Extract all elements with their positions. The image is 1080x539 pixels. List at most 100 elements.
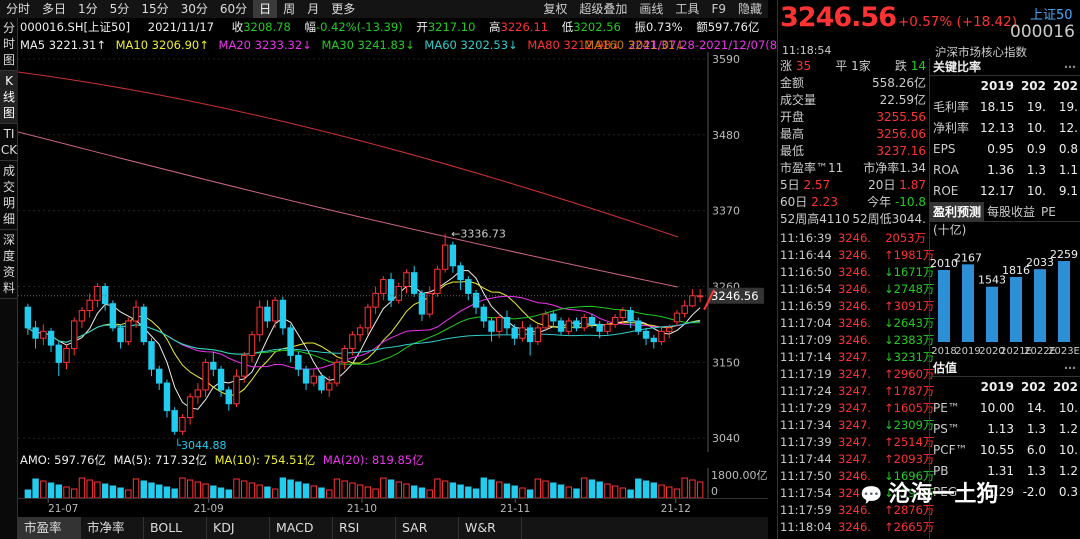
volume-chart[interactable]: 1800.00亿 0 — [18, 468, 768, 498]
row-value: 1.36 — [987, 163, 1014, 177]
trade-time: 11:16:50 — [780, 265, 832, 279]
indicator-tab-1[interactable]: 市净率 — [81, 517, 144, 539]
period-tab-10[interactable]: 更多 — [331, 2, 356, 16]
trade-row: 11:17:54 3246. ↓2297万 — [780, 485, 934, 502]
row-value: 10. — [1058, 443, 1078, 457]
x-tick-label: 21-12 — [661, 503, 691, 515]
candle-body — [271, 299, 279, 322]
more-icon[interactable]: ⋯ — [1064, 60, 1076, 74]
amp-label: 幅 — [304, 20, 316, 34]
candlestick-chart[interactable]: 359034803370326031503040←3336.73└3044.88… — [18, 52, 768, 452]
profit-bar-label: 2010 — [930, 257, 958, 270]
toolbar-tool-3[interactable]: 工具 — [675, 2, 700, 16]
stats-block: 涨 35 平 1家 跌 14 金额 558.26亿 成交量 22.59亿 开盘 325… — [780, 58, 926, 228]
profit-bar — [1058, 261, 1070, 342]
left-tab-3[interactable]: 成交明细 — [0, 161, 18, 230]
ma30-legend: MA30 3241.83↓ — [321, 38, 415, 52]
toolbar-tool-0[interactable]: 复权 — [543, 2, 568, 16]
candle-body — [163, 382, 171, 412]
period-tab-0[interactable]: 分时 — [6, 2, 31, 16]
left-tab-0[interactable]: 分时图 — [0, 18, 18, 71]
profit-tab-0[interactable]: 盈利预测 — [930, 202, 985, 221]
toolbar-tool-2[interactable]: 画线 — [639, 2, 664, 16]
period-tab-3[interactable]: 5分 — [109, 2, 130, 16]
volume-bar — [534, 478, 542, 498]
period-tab-7[interactable]: 日 — [253, 0, 278, 18]
index-name[interactable]: 上证50 — [1030, 8, 1073, 23]
period-tab-9[interactable]: 月 — [307, 2, 320, 16]
indicator-tab-3[interactable]: KDJ — [207, 517, 270, 539]
indicator-tab-0[interactable]: 市盈率 — [18, 517, 81, 539]
profit-forecast-chart[interactable]: 2010 2018 2167 2019 1543 2020 1816 2021E 2033 202… — [930, 238, 1080, 357]
candle-body — [24, 306, 32, 329]
volume-bar — [202, 483, 209, 498]
w52h-value: 4110 — [819, 212, 850, 226]
candle-body — [364, 306, 372, 329]
table-row: PEG 1.29 -2.0 0.3 — [930, 482, 1080, 503]
indicator-tab-5[interactable]: RSI — [333, 517, 396, 539]
profit-tab-1[interactable]: 每股收益 — [987, 205, 1036, 219]
volume-bar — [465, 486, 472, 498]
volume-bar — [581, 477, 588, 498]
period-tab-8[interactable]: 周 — [283, 2, 296, 16]
close-label: 收 — [231, 20, 244, 34]
candle-body — [573, 320, 580, 329]
indicator-tab-6[interactable]: SAR — [396, 517, 459, 539]
volume-bar — [225, 489, 232, 498]
table-col-header: 2019 — [980, 79, 1014, 93]
left-tab-4[interactable]: 深度资料 — [0, 230, 18, 299]
amo-legend: AMO: 597.76亿 MA(5): 717.32亿 MA(10): 754.… — [18, 452, 768, 468]
candle-body — [326, 382, 333, 391]
candle-body — [457, 265, 464, 281]
candle-body — [109, 303, 117, 329]
ma5-line — [27, 270, 701, 410]
indicator-tab-4[interactable]: MACD — [270, 517, 333, 539]
volume-bar — [411, 485, 418, 498]
candle-body — [635, 320, 642, 332]
profit-tab-2[interactable]: PE — [1041, 205, 1056, 219]
volume-bar — [387, 479, 395, 498]
toolbar-tool-1[interactable]: 超级叠加 — [579, 2, 628, 16]
stat-row: 5日 2.57 20日 1.87 — [780, 177, 926, 194]
volume-bar — [140, 480, 147, 498]
period-tab-5[interactable]: 30分 — [180, 2, 208, 16]
period-tab-6[interactable]: 60分 — [219, 2, 248, 16]
volume-bar — [658, 484, 665, 498]
trade-ticks: 11:16:39 3246. 2053万 11:16:44 3246. ↑1981万 11:… — [780, 230, 934, 536]
key-ratios-header[interactable]: 关键比率 ⋯ — [930, 58, 1080, 76]
candle-body — [534, 327, 542, 343]
more-icon[interactable]: ⋯ — [1064, 361, 1076, 375]
volume-bar — [241, 480, 248, 498]
volume-bar — [86, 479, 93, 498]
candle-body — [387, 279, 395, 301]
down-count: 14 — [910, 59, 926, 73]
row-value: 10. — [1026, 121, 1046, 135]
stat-label: 金额 — [780, 76, 805, 90]
left-tab-2[interactable]: TICK — [0, 124, 18, 161]
period-tab-2[interactable]: 1分 — [78, 2, 98, 16]
trade-row: 11:18:04 3246. ↑2665万 — [780, 519, 934, 536]
trade-row: 11:17:04 3246. ↓2643万 — [780, 315, 934, 332]
volume-bar — [573, 488, 580, 498]
candle-body — [86, 299, 93, 312]
volume-bar — [318, 487, 325, 498]
table-col-header: 202 — [1020, 79, 1046, 93]
valuation-header[interactable]: 估值 ⋯ — [930, 359, 1080, 377]
left-tab-1[interactable]: K线图 — [0, 71, 18, 124]
low-label: 低 — [561, 20, 574, 34]
profit-bar-label: 2259 — [1050, 248, 1078, 261]
volume-bar — [256, 484, 263, 498]
w52l-label: 52周低 — [852, 212, 892, 226]
indicator-tab-2[interactable]: BOLL — [144, 517, 207, 539]
trade-row: 11:17:59 3246. ↑2876万 — [780, 502, 934, 519]
period-tab-1[interactable]: 多日 — [42, 2, 67, 16]
volume-bar — [642, 480, 650, 498]
toolbar-tool-4[interactable]: F9 — [711, 2, 726, 16]
period-tab-4[interactable]: 15分 — [141, 2, 169, 16]
toolbar-tool-5[interactable]: 隐藏 — [737, 2, 762, 16]
candle-body — [650, 337, 657, 343]
row-label: 净利率 — [933, 121, 970, 135]
trade-row: 11:17:39 3247. ↑2514万 — [780, 434, 934, 451]
row-label: PEG — [933, 485, 958, 499]
indicator-tab-7[interactable]: W&R — [459, 517, 522, 539]
